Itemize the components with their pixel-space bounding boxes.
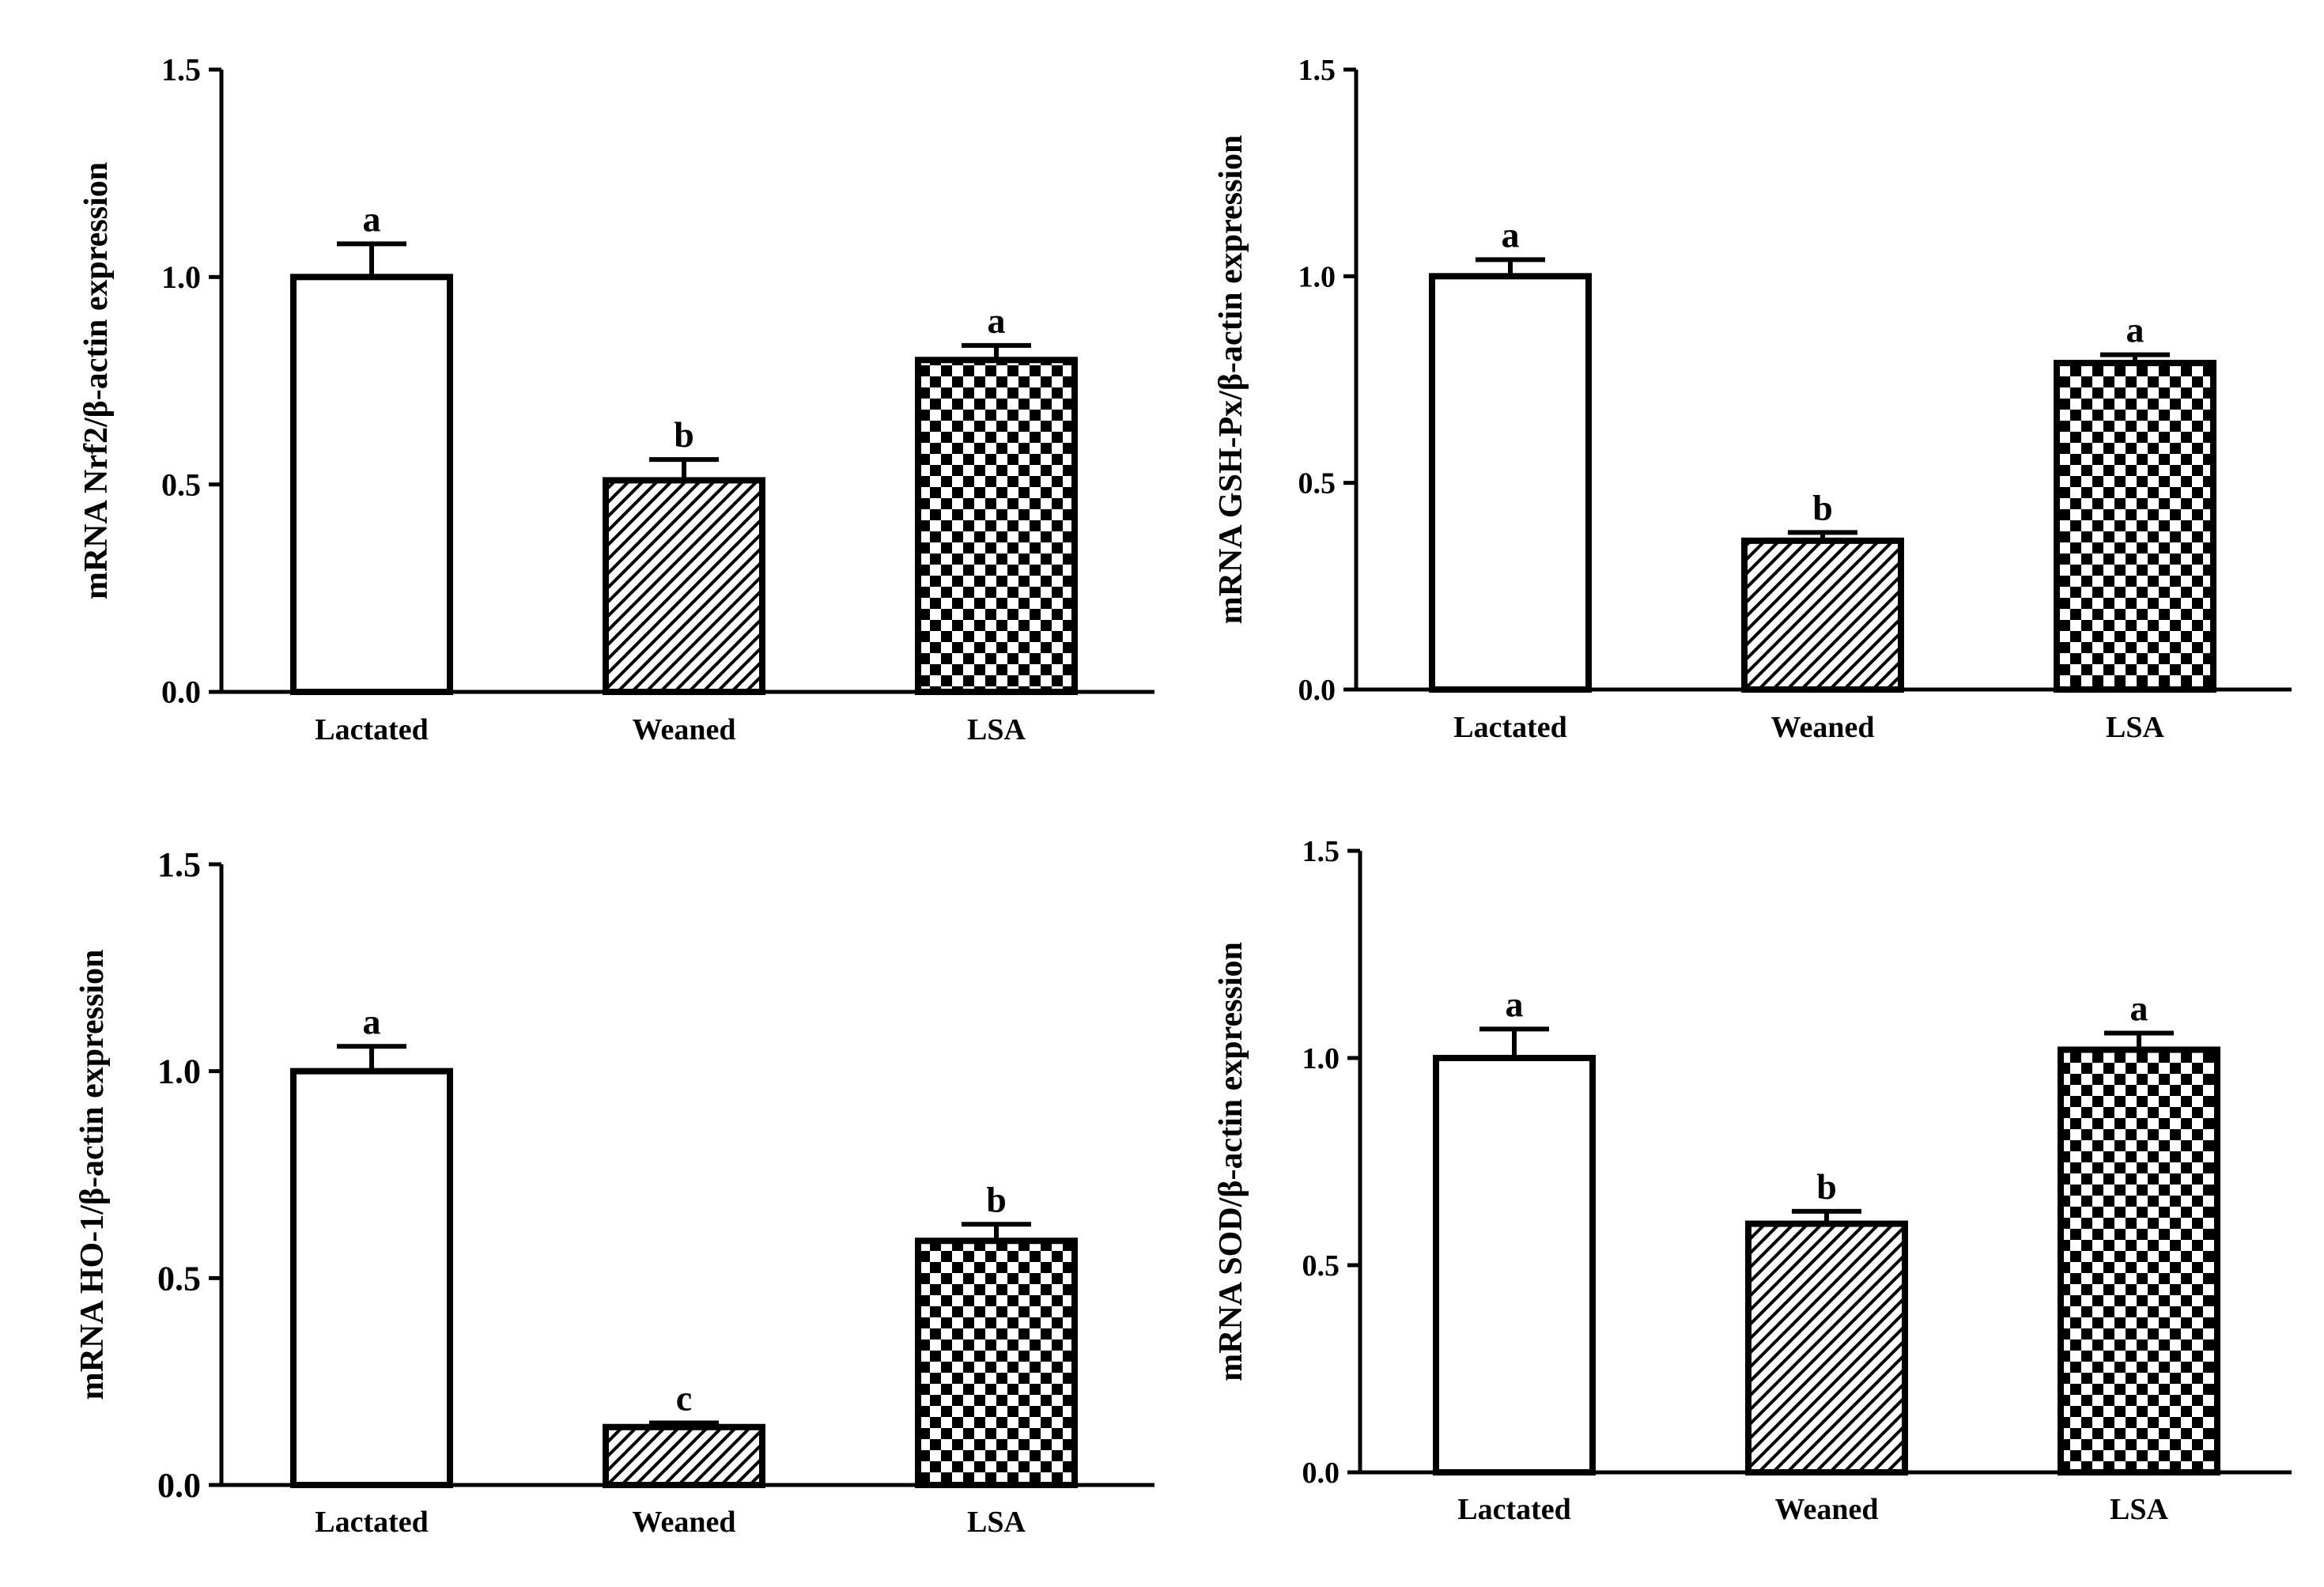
significance-letter: a (363, 1001, 381, 1041)
x-tick-label: Lactated (315, 1506, 429, 1539)
significance-letter: b (1812, 487, 1833, 527)
y-axis-title: mRNA HO-1/β-actin expression (74, 950, 111, 1400)
y-axis-title: mRNA SOD/β-actin expression (1213, 942, 1249, 1381)
bar-weaned (603, 477, 765, 695)
y-tick-label: 1.5 (1302, 835, 1340, 868)
bar-lsa (915, 357, 1078, 695)
significance-letter: c (676, 1378, 692, 1419)
x-tick-label: LSA (2106, 711, 2164, 744)
bar-weaned (1745, 1220, 1908, 1476)
x-tick-label: Weaned (633, 1506, 736, 1539)
chart-panel-top-right: 0.0 0.5 1.0 1.5 mRNA GSH-Px/β-actin expressi… (1213, 54, 2292, 744)
y-tick-label: 0.5 (161, 467, 201, 502)
y-tick-label: 1.5 (1298, 54, 1336, 87)
y-axis-title: mRNA GSH-Px/β-actin expression (1213, 135, 1249, 625)
y-tick-label: 1.5 (157, 845, 201, 884)
bar-lsa (2054, 360, 2216, 693)
y-tick-label: 1.0 (161, 259, 201, 295)
x-tick-label: Weaned (1771, 711, 1875, 744)
y-tick-label: 1.0 (1302, 1042, 1340, 1075)
x-tick-label: Lactated (1453, 711, 1567, 744)
significance-letter: b (1816, 1166, 1837, 1207)
x-tick-label: LSA (2110, 1493, 2168, 1526)
x-tick-label: Weaned (1775, 1493, 1879, 1526)
significance-letter: a (1506, 984, 1524, 1024)
y-tick-label: 0.0 (161, 674, 201, 710)
y-tick-label: 0.5 (157, 1259, 201, 1298)
y-tick-label: 0.5 (1298, 467, 1336, 501)
bar-lactated (1433, 1055, 1596, 1476)
y-tick-label: 0.0 (1302, 1457, 1340, 1490)
bar-weaned (1741, 537, 1904, 693)
y-tick-label: 0.5 (1302, 1249, 1340, 1283)
x-tick-label: Lactated (1457, 1493, 1571, 1526)
bar-lactated (1429, 273, 1592, 693)
y-tick-label: 0.0 (157, 1466, 201, 1505)
chart-panel-bottom-left: 0.0 0.5 1.0 1.5 mRNA HO-1/β-actin expression… (74, 845, 1154, 1539)
significance-letter: a (2130, 988, 2148, 1029)
panels-layer: 0.0 0.5 1.0 1.5 mRNA Nrf2/β-actin expression… (74, 52, 2292, 1539)
significance-letter: a (2126, 310, 2145, 350)
x-tick-label: LSA (967, 1506, 1026, 1539)
significance-letter: b (674, 414, 694, 455)
bar-lsa (2058, 1046, 2220, 1476)
y-tick-label: 1.0 (157, 1052, 201, 1091)
significance-letter: a (1502, 214, 1520, 255)
bar-lactated (290, 274, 453, 696)
y-tick-label: 1.5 (161, 52, 201, 88)
bar-lactated (290, 1067, 453, 1488)
bar-weaned (603, 1423, 765, 1488)
chart-panel-top-left: 0.0 0.5 1.0 1.5 mRNA Nrf2/β-actin expression… (78, 52, 1154, 746)
significance-letter: a (988, 300, 1006, 341)
y-axis-title: mRNA Nrf2/β-actin expression (78, 162, 115, 599)
significance-letter: a (363, 198, 381, 239)
y-tick-label: 1.0 (1298, 260, 1336, 293)
bar-lsa (915, 1237, 1078, 1488)
x-tick-label: Lactated (315, 713, 429, 746)
x-tick-label: LSA (967, 713, 1026, 746)
chart-panel-bottom-right: 0.0 0.5 1.0 1.5 mRNA SOD/β-actin expression a… (1213, 835, 2292, 1526)
x-tick-label: Weaned (633, 713, 736, 746)
y-tick-label: 0.0 (1298, 674, 1336, 707)
significance-letter: b (986, 1179, 1007, 1219)
